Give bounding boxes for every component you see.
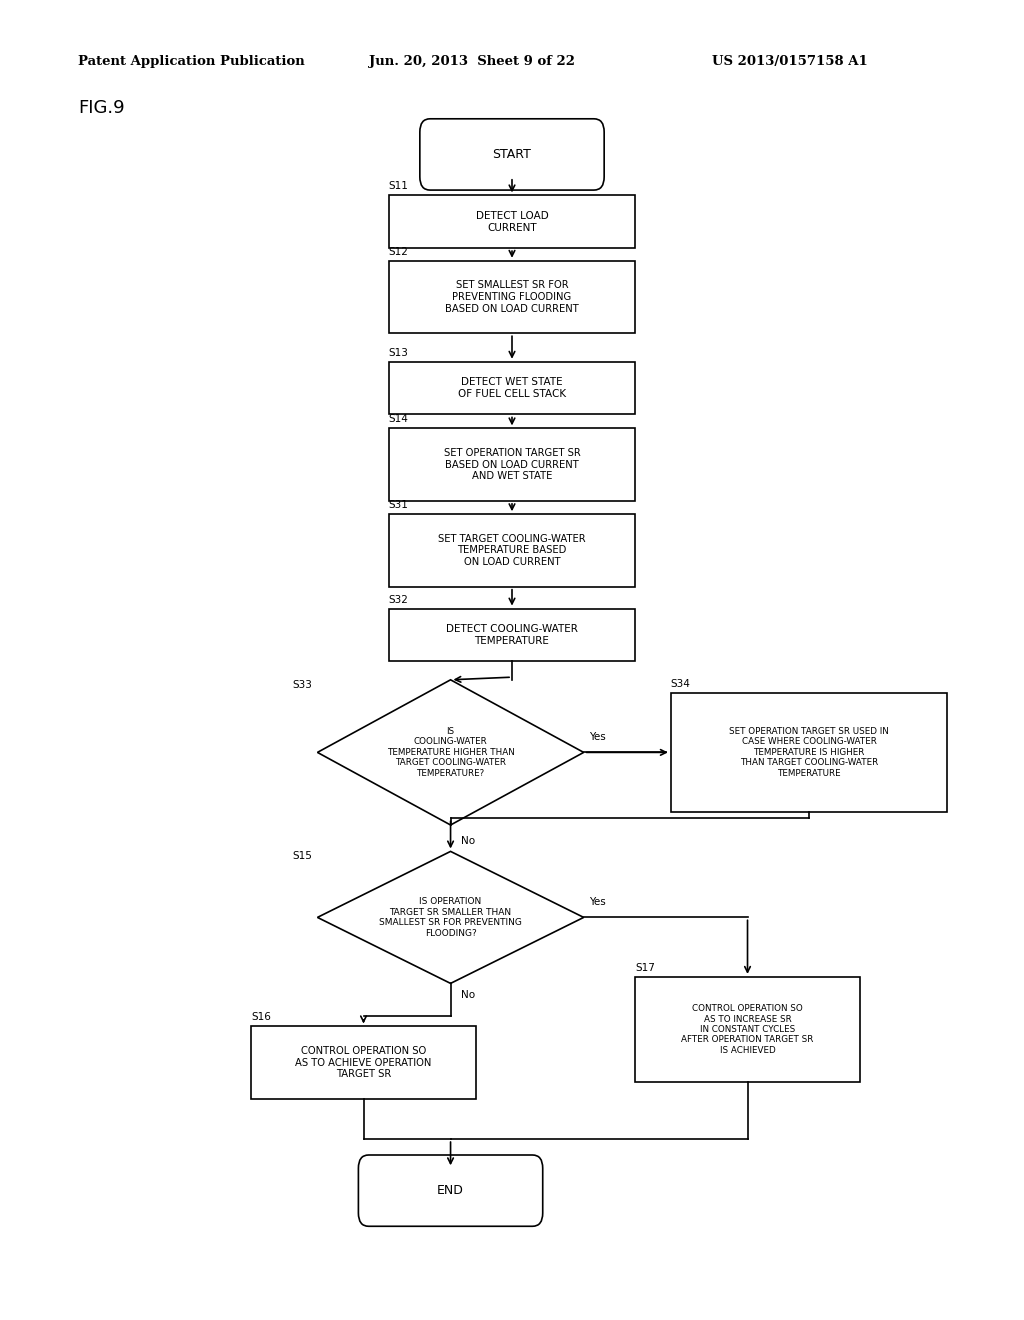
Text: CONTROL OPERATION SO
AS TO ACHIEVE OPERATION
TARGET SR: CONTROL OPERATION SO AS TO ACHIEVE OPERA… (295, 1045, 432, 1080)
Text: Yes: Yes (589, 731, 605, 742)
Text: S12: S12 (388, 247, 408, 256)
Bar (389, 362, 635, 414)
Text: FIG.9: FIG.9 (78, 99, 125, 117)
FancyBboxPatch shape (420, 119, 604, 190)
Polygon shape (317, 851, 584, 983)
Bar (389, 428, 635, 500)
Text: DETECT WET STATE
OF FUEL CELL STACK: DETECT WET STATE OF FUEL CELL STACK (458, 378, 566, 399)
Text: SET TARGET COOLING-WATER
TEMPERATURE BASED
ON LOAD CURRENT: SET TARGET COOLING-WATER TEMPERATURE BAS… (438, 533, 586, 568)
Text: DETECT LOAD
CURRENT: DETECT LOAD CURRENT (475, 211, 549, 232)
Bar (671, 693, 947, 812)
Text: S32: S32 (388, 594, 408, 605)
Polygon shape (317, 680, 584, 825)
Text: S17: S17 (635, 962, 654, 973)
Text: IS
COOLING-WATER
TEMPERATURE HIGHER THAN
TARGET COOLING-WATER
TEMPERATURE?: IS COOLING-WATER TEMPERATURE HIGHER THAN… (387, 727, 514, 777)
Text: S11: S11 (388, 181, 408, 191)
Text: S16: S16 (251, 1012, 270, 1022)
Bar (251, 1027, 476, 1098)
Bar (389, 260, 635, 333)
Text: No: No (461, 836, 475, 846)
Text: SET OPERATION TARGET SR USED IN
CASE WHERE COOLING-WATER
TEMPERATURE IS HIGHER
T: SET OPERATION TARGET SR USED IN CASE WHE… (729, 727, 889, 777)
Text: S15: S15 (293, 851, 312, 862)
Text: CONTROL OPERATION SO
AS TO INCREASE SR
IN CONSTANT CYCLES
AFTER OPERATION TARGET: CONTROL OPERATION SO AS TO INCREASE SR I… (681, 1005, 814, 1055)
Bar (635, 977, 860, 1082)
Bar (389, 513, 635, 586)
Text: START: START (493, 148, 531, 161)
Bar (389, 609, 635, 661)
Text: SET SMALLEST SR FOR
PREVENTING FLOODING
BASED ON LOAD CURRENT: SET SMALLEST SR FOR PREVENTING FLOODING … (445, 280, 579, 314)
Text: DETECT COOLING-WATER
TEMPERATURE: DETECT COOLING-WATER TEMPERATURE (446, 624, 578, 645)
Text: END: END (437, 1184, 464, 1197)
Text: No: No (461, 990, 475, 1001)
Text: Patent Application Publication: Patent Application Publication (78, 55, 304, 69)
Text: S34: S34 (671, 678, 690, 689)
Text: S33: S33 (293, 680, 312, 690)
Text: S13: S13 (388, 347, 408, 358)
FancyBboxPatch shape (358, 1155, 543, 1226)
Text: SET OPERATION TARGET SR
BASED ON LOAD CURRENT
AND WET STATE: SET OPERATION TARGET SR BASED ON LOAD CU… (443, 447, 581, 482)
Text: Yes: Yes (589, 896, 605, 907)
Text: S31: S31 (388, 500, 408, 511)
Text: US 2013/0157158 A1: US 2013/0157158 A1 (712, 55, 867, 69)
Text: Jun. 20, 2013  Sheet 9 of 22: Jun. 20, 2013 Sheet 9 of 22 (369, 55, 574, 69)
Bar (389, 195, 635, 248)
Text: IS OPERATION
TARGET SR SMALLER THAN
SMALLEST SR FOR PREVENTING
FLOODING?: IS OPERATION TARGET SR SMALLER THAN SMAL… (379, 898, 522, 937)
Text: S14: S14 (388, 414, 408, 425)
